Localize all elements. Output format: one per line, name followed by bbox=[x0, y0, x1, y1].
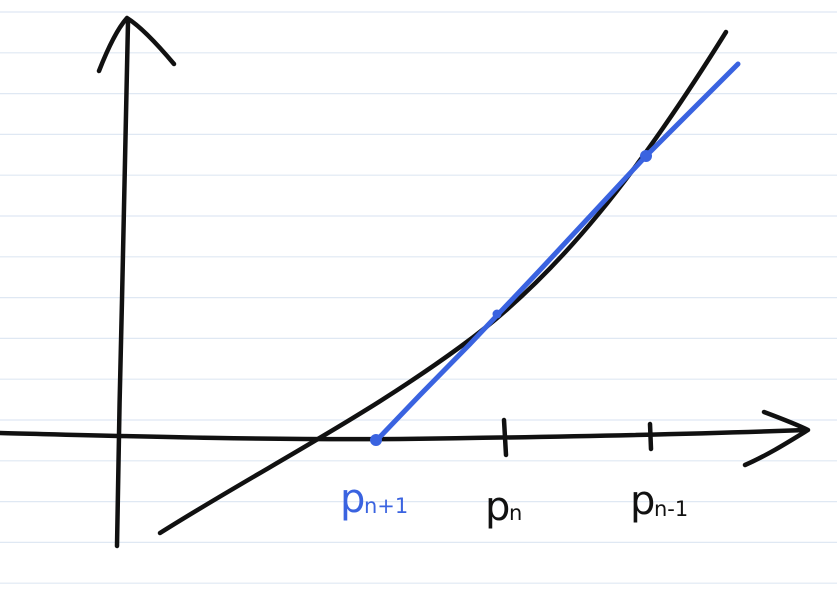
label-p-n-plus-1-sub: n+1 bbox=[364, 494, 408, 518]
label-p-n-minus-1: p n-1 bbox=[630, 478, 688, 524]
label-p-n-minus-1-base: p bbox=[630, 478, 655, 524]
label-p-n-sub: n bbox=[509, 501, 522, 525]
y-axis-line bbox=[114, 19, 131, 549]
label-p-n-minus-1-sub: n-1 bbox=[654, 497, 688, 521]
point-p-n-plus-1 bbox=[370, 434, 382, 446]
x-axis bbox=[0, 409, 811, 468]
y-axis-arrowhead bbox=[96, 15, 177, 74]
point-on-curve-p-n-minus-1 bbox=[640, 150, 652, 162]
secant-line bbox=[373, 61, 741, 444]
point-on-curve-p-n bbox=[492, 309, 502, 319]
function-curve bbox=[157, 29, 729, 536]
tick-p-n-minus-1 bbox=[647, 421, 654, 452]
x-axis-arrowhead bbox=[742, 409, 811, 468]
label-p-n-base: p bbox=[485, 484, 510, 530]
label-p-n-plus-1-base: p bbox=[340, 476, 365, 522]
secant-line-group bbox=[370, 61, 741, 446]
x-axis-line bbox=[0, 427, 809, 442]
tick-p-n bbox=[501, 417, 509, 458]
y-axis bbox=[96, 15, 177, 549]
ruled-lines bbox=[0, 11, 837, 584]
label-p-n-plus-1: p n+1 bbox=[340, 476, 408, 522]
label-p-n: p n bbox=[485, 484, 522, 530]
